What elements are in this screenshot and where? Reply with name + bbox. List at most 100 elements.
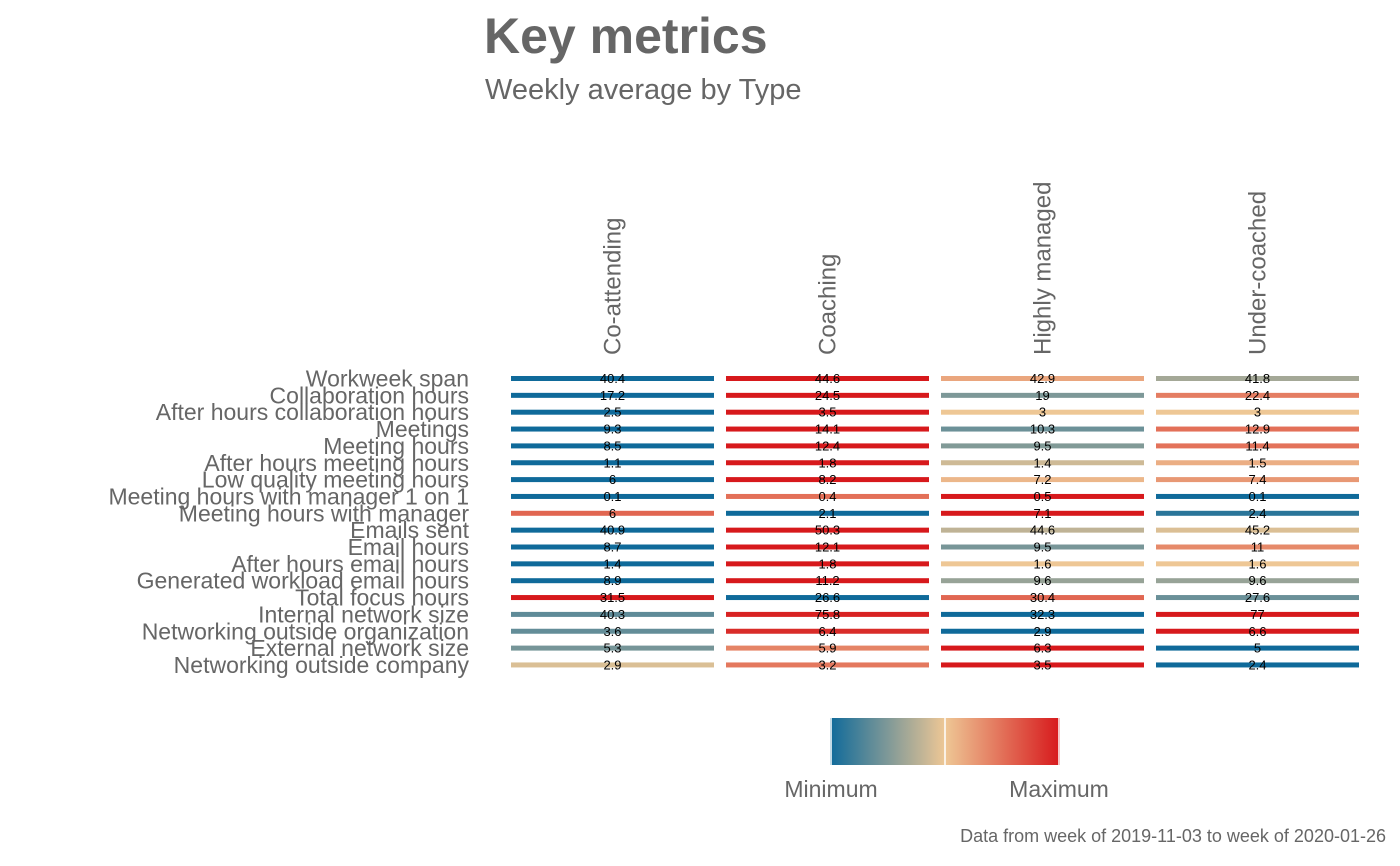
heatmap-cell	[941, 409, 1144, 415]
heatmap-cell	[941, 578, 1144, 584]
heatmap-cell	[941, 595, 1144, 601]
cell-value-label: 3.5	[1033, 657, 1051, 672]
heatmap-cell	[941, 460, 1144, 466]
cell-value-label: 7.1	[1033, 506, 1051, 521]
cell-value-label: 44.6	[1030, 523, 1055, 538]
cell-value-label: 1.8	[818, 455, 836, 470]
cell-value-label: 1.6	[1248, 556, 1266, 571]
row-label: Generated workload email hours	[137, 568, 469, 594]
row-label: After hours collaboration hours	[156, 399, 469, 425]
heatmap-cell	[1156, 544, 1359, 550]
cell-value-label: 40.4	[600, 371, 625, 386]
cell-value-label: 8.9	[603, 573, 621, 588]
cell-value-label: 42.9	[1030, 371, 1055, 386]
heatmap-cell	[511, 628, 714, 634]
heatmap-cell	[726, 493, 929, 499]
cell-value-label: 12.4	[815, 438, 840, 453]
row-label: Meeting hours with manager	[179, 500, 470, 526]
cell-value-label: 14.1	[815, 422, 840, 437]
heatmap-cell	[1156, 376, 1359, 381]
cell-value-label: 3.5	[818, 405, 836, 420]
row-label: Meeting hours with manager 1 on 1	[108, 483, 469, 509]
heatmap-cell	[1156, 493, 1359, 499]
chart-subtitle: Weekly average by Type	[485, 74, 802, 106]
cell-value-label: 1.4	[603, 556, 621, 571]
cell-value-label: 2.1	[818, 506, 836, 521]
column-label: Under-coached	[1245, 191, 1272, 355]
cell-value-label: 0.1	[603, 489, 621, 504]
column-label: Coaching	[815, 254, 842, 355]
cell-value-label: 6	[609, 472, 616, 487]
heatmap-cell	[726, 662, 929, 668]
heatmap-cell	[941, 443, 1144, 449]
heatmap-cell	[941, 493, 1144, 499]
heatmap-cell	[726, 376, 929, 381]
legend-min-label: Minimum	[784, 776, 877, 802]
cell-value-label: 10.3	[1030, 422, 1055, 437]
cell-value-label: 6	[609, 506, 616, 521]
cell-value-label: 5.9	[818, 641, 836, 656]
row-label: Collaboration hours	[270, 382, 469, 408]
cell-value-label: 31.5	[600, 590, 625, 605]
chart-title: Key metrics	[484, 8, 768, 64]
cell-value-label: 32.3	[1030, 607, 1055, 622]
cell-value-label: 5	[1254, 641, 1261, 656]
row-label: Meeting hours	[323, 433, 469, 459]
cell-value-label: 8.7	[603, 540, 621, 555]
heatmap-cell	[726, 645, 929, 651]
heatmap-cell	[1156, 628, 1359, 634]
cell-value-label: 9.6	[1033, 573, 1051, 588]
heatmap-cell	[1156, 409, 1359, 415]
heatmap-cell	[1156, 561, 1359, 567]
row-label: Meetings	[376, 416, 469, 442]
cell-value-label: 3.2	[818, 657, 836, 672]
cell-value-label: 7.4	[1248, 472, 1266, 487]
heatmap-cell	[1156, 645, 1359, 651]
cell-value-label: 75.8	[815, 607, 840, 622]
cell-value-label: 44.6	[815, 371, 840, 386]
cell-value-label: 6.3	[1033, 641, 1051, 656]
row-label: Workweek span	[306, 366, 469, 392]
heatmap-cell	[726, 561, 929, 567]
column-label: Co-attending	[600, 218, 627, 355]
heatmap-cell	[511, 493, 714, 499]
heatmap-cell	[726, 578, 929, 584]
heatmap-cell	[726, 460, 929, 466]
cell-value-label: 6.4	[818, 624, 836, 639]
cell-value-label: 8.5	[603, 438, 621, 453]
heatmap-cell	[511, 645, 714, 651]
column-label: Highly managed	[1030, 182, 1057, 355]
heatmap-cell	[941, 527, 1144, 533]
cell-value-label: 0.5	[1033, 489, 1051, 504]
cell-value-label: 1.8	[818, 556, 836, 571]
cell-value-label: 1.4	[1033, 455, 1051, 470]
heatmap-cell	[726, 409, 929, 415]
cell-value-label: 30.4	[1030, 590, 1055, 605]
heatmap-cell	[941, 544, 1144, 550]
heatmap-cell	[1156, 460, 1359, 466]
heatmap-cell	[726, 595, 929, 601]
heatmap-cell	[941, 561, 1144, 567]
heatmap-cell	[726, 611, 929, 617]
heatmap-cell	[1156, 578, 1359, 584]
heatmap-cell	[511, 510, 714, 516]
cell-value-label: 0.1	[1248, 489, 1266, 504]
cell-value-label: 2.9	[1033, 624, 1051, 639]
heatmap-cell	[941, 662, 1144, 668]
row-label: Email hours	[348, 534, 469, 560]
cell-value-label: 9.6	[1248, 573, 1266, 588]
row-label: Networking outside organization	[142, 618, 469, 644]
cell-value-label: 41.8	[1245, 371, 1270, 386]
heatmap-cell	[726, 426, 929, 432]
cell-value-label: 12.9	[1245, 422, 1270, 437]
row-label: Networking outside company	[174, 652, 470, 678]
cell-value-label: 11.2	[815, 573, 839, 588]
cell-value-label: 40.3	[600, 607, 625, 622]
cell-value-label: 3	[1254, 405, 1261, 420]
heatmap-cell	[726, 477, 929, 483]
cell-value-label: 9.5	[1033, 540, 1051, 555]
cell-value-label: 7.2	[1033, 472, 1051, 487]
heatmap-cell	[1156, 392, 1359, 398]
